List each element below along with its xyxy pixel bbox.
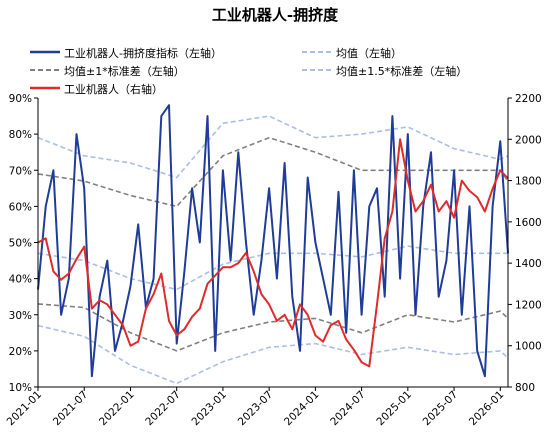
robot-series [37,138,509,368]
left-tick-label: 50% [9,238,32,250]
series-line-6 [37,138,509,368]
x-tick-label: 2026-01 [467,389,507,429]
chart-title: 工业机器人-拥挤度 [211,6,339,24]
x-tick-label: 2022-01 [97,389,137,429]
left-tick-label: 60% [9,201,32,213]
crowding-series [37,104,509,378]
legend-label-robot: 工业机器人（右轴） [64,83,163,96]
x-tick-label: 2024-07 [328,389,368,429]
right-tick-label: 2000 [515,134,542,146]
legend-swatches [30,50,332,90]
legend-label-mean: 均值（左轴） [336,47,402,60]
x-tick-label: 2025-01 [374,389,414,429]
legend: 工业机器人-拥挤度指标（左轴） 均值（左轴） 均值±1*标准差（左轴） 均值±1… [0,0,550,100]
right-tick-label: 1400 [515,258,542,270]
band-lines [37,115,509,385]
series-line-1 [37,245,508,291]
series-line-3 [37,303,509,352]
legend-label-1std: 均值±1*标准差（左轴） [64,65,185,78]
right-tick-label: 1800 [515,176,542,188]
right-tick-label: 800 [515,382,535,394]
series-line-2 [37,136,509,208]
left-tick-label: 20% [9,346,32,358]
series-line-5 [37,324,509,385]
series-line-4 [37,115,509,179]
x-tick-label: 2021-01 [5,389,45,429]
x-tick-label: 2023-01 [190,389,230,429]
left-tick-label: 70% [9,165,32,177]
left-tick-label: 90% [9,93,32,105]
x-tick-label: 2022-07 [143,389,183,429]
left-tick-label: 10% [9,382,32,394]
right-tick-label: 1200 [515,299,542,311]
legend-label-crowding: 工业机器人-拥挤度指标（左轴） [64,47,222,60]
right-tick-label: 1600 [515,217,542,229]
right-tick-label: 2200 [515,93,542,105]
x-tick-label: 2025-07 [421,389,461,429]
x-tick-label: 2024-01 [282,389,322,429]
x-tick-label: 2023-07 [236,389,276,429]
left-tick-label: 30% [9,310,32,322]
legend-label-15std: 均值±1.5*标准差（左轴） [336,65,468,78]
left-tick-label: 80% [9,129,32,141]
right-tick-label: 1000 [515,341,542,353]
left-tick-label: 40% [9,274,32,286]
x-tick-label: 2021-07 [51,389,91,429]
series-line-0 [37,104,509,378]
